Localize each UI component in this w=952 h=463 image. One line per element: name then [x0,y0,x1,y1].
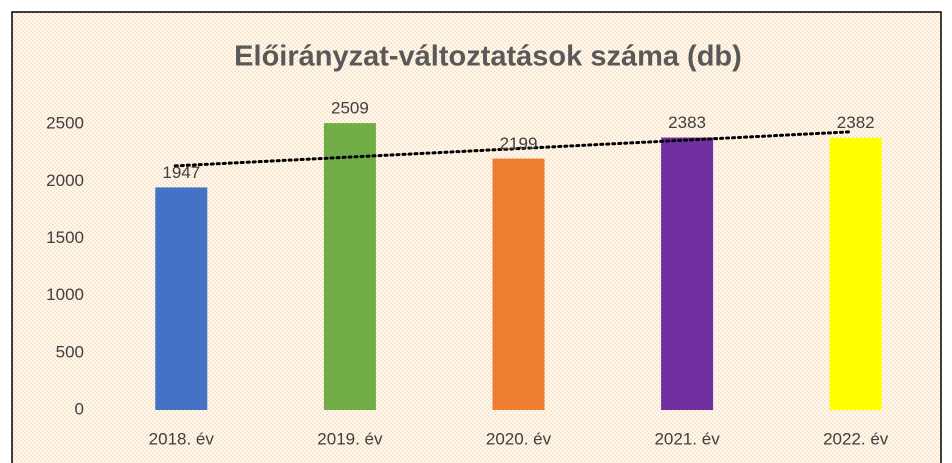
chart-background [11,11,942,463]
x-tick-label: 2021. év [654,429,720,448]
data-label: 2509 [331,99,369,118]
bar [155,187,208,410]
bar [323,123,376,410]
x-tick-label: 2018. év [149,429,215,448]
data-label: 2383 [668,113,706,132]
bar [661,137,714,410]
data-label: 2199 [500,134,538,153]
y-tick-label: 2500 [46,114,84,133]
data-label: 2382 [837,113,875,132]
chart-title: Előirányzat-változtatások száma (db) [234,41,742,73]
y-tick-label: 500 [56,342,84,361]
x-tick-label: 2020. év [486,429,552,448]
trendline [173,130,852,168]
x-tick-label: 2022. év [823,429,889,448]
bar [492,158,545,410]
bar [829,137,882,410]
x-tick-label: 2019. év [317,429,383,448]
data-label: 1947 [162,163,200,182]
y-tick-label: 1000 [46,285,84,304]
y-tick-label: 2000 [46,171,84,190]
y-tick-label: 1500 [46,228,84,247]
y-tick-label: 0 [75,399,84,418]
